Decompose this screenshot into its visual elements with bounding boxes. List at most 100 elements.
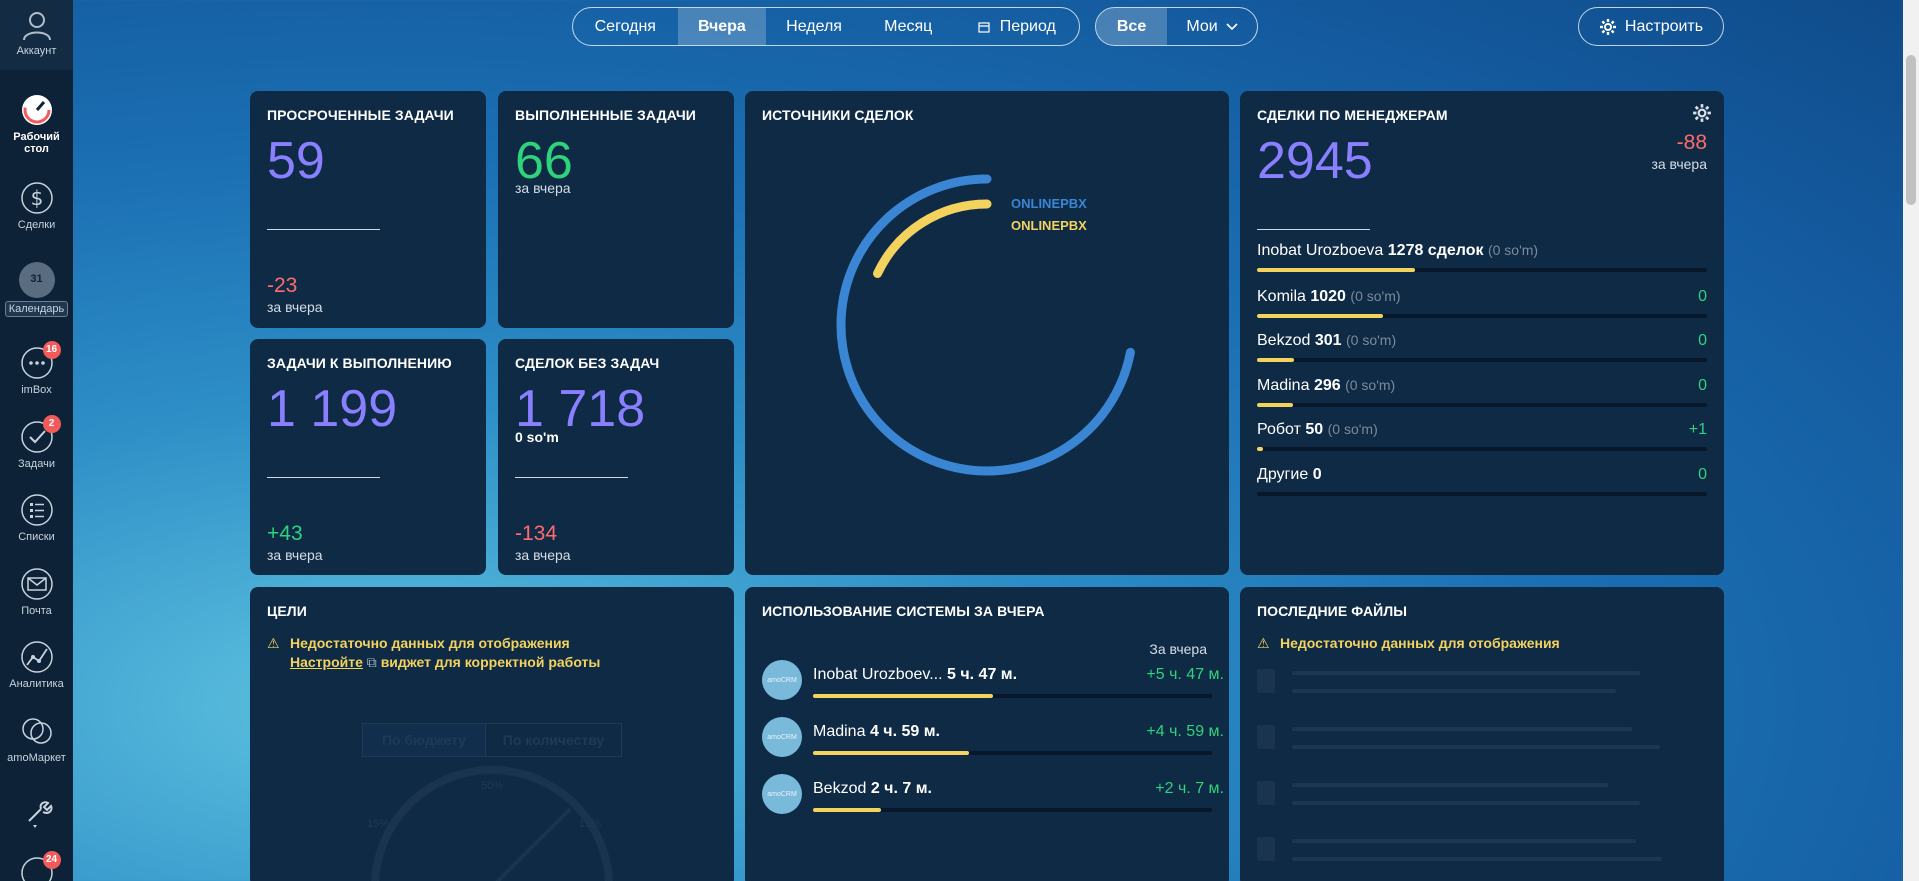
deals-by-managers-card[interactable]: СДЕЛКИ ПО МЕНЕДЖЕРАМ 2945 -88 за вчера I… — [1240, 91, 1724, 575]
sidebar-item-tools[interactable] — [0, 795, 73, 834]
sources-chart: ONLINEPBX ONLINEPBX — [836, 174, 1135, 476]
goals-warning: ⚠ Недостаточно данных для отображения — [267, 635, 570, 653]
sidebar-item-tasks[interactable]: 2 Задачи — [0, 415, 73, 470]
goals-warning-text: Недостаточно данных для отображения — [290, 635, 570, 651]
dollar-icon: $ — [20, 182, 53, 214]
recent-files-card[interactable]: ПОСЛЕДНИЕ ФАЙЛЫ ⚠ Недостаточно данных дл… — [1240, 587, 1724, 881]
sidebar-item-analytics[interactable]: Аналитика — [0, 639, 73, 690]
completed-period: за вчера — [515, 180, 571, 196]
todo-change: +43 — [267, 522, 303, 545]
manager-row[interactable]: Komila 1020 (0 so'm) 0 — [1257, 288, 1707, 318]
source-legend-1: ONLINEPBX — [1011, 218, 1087, 233]
manager-row[interactable]: Inobat Urozboeva 1278 сделок (0 so'm) — [1257, 242, 1707, 272]
manager-name: Madina — [1257, 377, 1310, 394]
usage-user: Madina 4 ч. 59 м. — [813, 723, 940, 741]
page-scrollbar[interactable] — [1903, 0, 1919, 881]
period-custom[interactable]: Период — [955, 8, 1079, 45]
configure-widget-link[interactable]: Настройте — [290, 654, 363, 670]
sidebar-item-label: Сделки — [17, 219, 56, 231]
period-week[interactable]: Неделя — [786, 17, 842, 35]
todo-count: 1 199 — [267, 380, 398, 438]
manager-name: Робот — [1257, 421, 1301, 438]
sidebar-item-deals[interactable]: $ Сделки — [0, 180, 73, 231]
todo-tasks-card[interactable]: ЗАДАЧИ К ВЫПОЛНЕНИЮ 1 199 +43 за вчера — [250, 339, 486, 575]
manager-deals: 50 — [1305, 421, 1324, 438]
sidebar-item-calendar[interactable]: 31 Календарь — [0, 262, 73, 317]
manager-row[interactable]: Робот 50 (0 so'm) +1 — [1257, 421, 1707, 451]
file-placeholder-line — [1292, 783, 1608, 787]
usage-row[interactable]: amoCRM Madina 4 ч. 59 м. +4 ч. 59 м. — [762, 717, 1224, 757]
sidebar-item-label: Задачи — [18, 458, 55, 470]
owner-filter: Все Мои — [1095, 7, 1258, 46]
market-icon — [21, 718, 52, 744]
manager-bar — [1257, 268, 1707, 272]
period-month[interactable]: Месяц — [884, 17, 933, 35]
sidebar-item-lists[interactable]: Списки — [0, 492, 73, 543]
widget-settings-icon[interactable] — [1692, 103, 1712, 123]
profile-badge: 24 — [42, 851, 61, 869]
usage-change: +5 ч. 47 м. — [1146, 666, 1224, 683]
manager-row[interactable]: Другие 0 0 — [1257, 466, 1707, 496]
source-legend-0: ONLINEPBX — [1011, 196, 1087, 211]
deals-without-tasks-card[interactable]: СДЕЛОК БЕЗ ЗАДАЧ 1 718 0 so'm -134 за вч… — [498, 339, 734, 575]
imbox-badge: 16 — [42, 341, 61, 359]
filter-mine[interactable]: Мои — [1167, 8, 1257, 45]
card-title: ЗАДАЧИ К ВЫПОЛНЕНИЮ — [267, 355, 452, 371]
usage-row[interactable]: amoCRM Inobat Urozboev... 5 ч. 47 м. +5 ч.… — [762, 660, 1224, 700]
no-tasks-period: за вчера — [515, 547, 571, 563]
tab-by-count[interactable]: По количеству — [502, 732, 605, 748]
card-title: СДЕЛОК БЕЗ ЗАДАЧ — [515, 355, 660, 371]
file-placeholder-line — [1292, 689, 1616, 693]
chat-icon: 16 — [19, 341, 61, 381]
sidebar-item-profile[interactable]: 24 — [0, 851, 73, 881]
manager-name: Другие — [1257, 466, 1309, 483]
manager-deals: 0 — [1312, 466, 1322, 483]
goals-card[interactable]: ЦЕЛИ ⚠ Недостаточно данных для отображен… — [250, 587, 734, 881]
sidebar-item-mail[interactable]: Почта — [0, 566, 73, 617]
sidebar-item-label: amoМаркет — [7, 752, 66, 764]
overdue-tasks-card[interactable]: ПРОСРОЧЕННЫЕ ЗАДАЧИ 59 -23 за вчера — [250, 91, 486, 328]
scrollbar-thumb[interactable] — [1906, 55, 1916, 205]
period-today[interactable]: Сегодня — [594, 17, 656, 35]
tools-icon — [27, 801, 52, 828]
sidebar-item-label: Рабочий стол — [13, 131, 60, 155]
configure-button[interactable]: Настроить — [1578, 7, 1724, 46]
file-placeholder-line — [1292, 671, 1640, 675]
manager-deals: 296 — [1313, 377, 1341, 394]
usage-bar-fill — [813, 808, 881, 812]
filter-all[interactable]: Все — [1096, 8, 1168, 45]
calendar-icon: 31 — [18, 262, 55, 298]
sidebar-item-market[interactable]: amoМаркет — [0, 713, 73, 764]
manager-row[interactable]: Madina 296 (0 so'm) 0 — [1257, 377, 1707, 407]
usage-row[interactable]: amoCRM Bekzod 2 ч. 7 м. +2 ч. 7 м. — [762, 774, 1224, 814]
divider — [267, 477, 380, 478]
no-tasks-count: 1 718 — [515, 380, 646, 438]
card-title: ПОСЛЕДНИЕ ФАЙЛЫ — [1257, 603, 1408, 619]
files-warning-text: Недостаточно данных для отображения — [1280, 635, 1560, 651]
sidebar-item-imbox[interactable]: 16 imBox — [0, 341, 73, 396]
period-yesterday[interactable]: Вчера — [677, 8, 767, 45]
completed-count: 66 — [515, 132, 573, 190]
card-title: ПРОСРОЧЕННЫЕ ЗАДАЧИ — [267, 107, 454, 123]
manager-row[interactable]: Bekzod 301 (0 so'm) 0 — [1257, 332, 1707, 362]
deal-sources-card[interactable]: ИСТОЧНИКИ СДЕЛОК ONLINEPBX ONLINEPBX — [745, 91, 1229, 575]
manager-change: 0 — [1698, 288, 1707, 305]
list-icon — [20, 494, 53, 526]
gauge-label-50: 50% — [481, 780, 503, 792]
sidebar-item-dashboard[interactable]: Рабочий стол — [0, 92, 73, 155]
usage-change: +4 ч. 59 м. — [1146, 723, 1224, 740]
mail-icon — [20, 568, 53, 600]
completed-tasks-card[interactable]: ВЫПОЛНЕННЫЕ ЗАДАЧИ 66 за вчера — [498, 91, 734, 328]
no-tasks-change: -134 — [515, 522, 558, 545]
account-button[interactable]: Аккаунт — [0, 0, 73, 70]
card-title: ЦЕЛИ — [267, 603, 307, 619]
tab-by-budget[interactable]: По бюджету — [363, 724, 487, 756]
system-usage-card[interactable]: ИСПОЛЬЗОВАНИЕ СИСТЕМЫ ЗА ВЧЕРА За вчера … — [745, 587, 1229, 881]
overdue-count: 59 — [267, 132, 325, 190]
manager-name: Inobat Urozboeva — [1257, 242, 1384, 259]
divider — [515, 477, 628, 478]
usage-bar — [813, 808, 1212, 812]
usage-change: +2 ч. 7 м. — [1155, 780, 1224, 797]
managers-period: за вчера — [1651, 156, 1707, 172]
profile-icon: 24 — [19, 851, 61, 881]
